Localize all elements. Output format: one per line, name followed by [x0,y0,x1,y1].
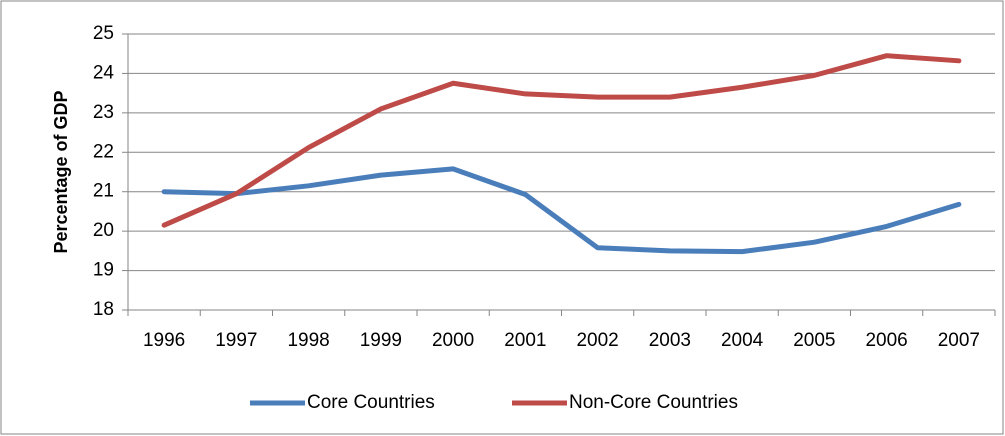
x-tick-label: 2000 [432,330,474,351]
y-tick-label: 24 [93,62,115,83]
y-axis-label: Percentage of GDP [51,90,71,253]
x-tick-label: 2007 [938,330,980,351]
y-tick-label: 21 [93,181,114,202]
x-tick-label: 2001 [504,330,546,351]
y-tick-label: 25 [93,23,114,44]
line-series [161,166,962,255]
x-tick-label: 1997 [215,330,257,351]
x-tick-label: 1999 [360,330,402,351]
x-tick-label: 2004 [721,330,764,351]
x-tick-label: 1998 [287,330,329,351]
legend-label: Core Countries [307,392,435,413]
x-tick-label: 2002 [576,330,618,351]
y-tick-label: 19 [93,260,114,281]
x-tick-label: 2005 [793,330,835,351]
x-tick-label: 2003 [649,330,691,351]
legend-label: Non-Core Countries [569,392,738,413]
y-tick-label: 20 [93,220,114,241]
y-tick-label: 22 [93,141,114,162]
line-series [161,53,962,228]
y-tick-label: 23 [93,102,114,123]
x-tick-label: 2006 [865,330,907,351]
y-tick-label: 18 [93,299,114,320]
x-tick-label: 1996 [143,330,185,351]
